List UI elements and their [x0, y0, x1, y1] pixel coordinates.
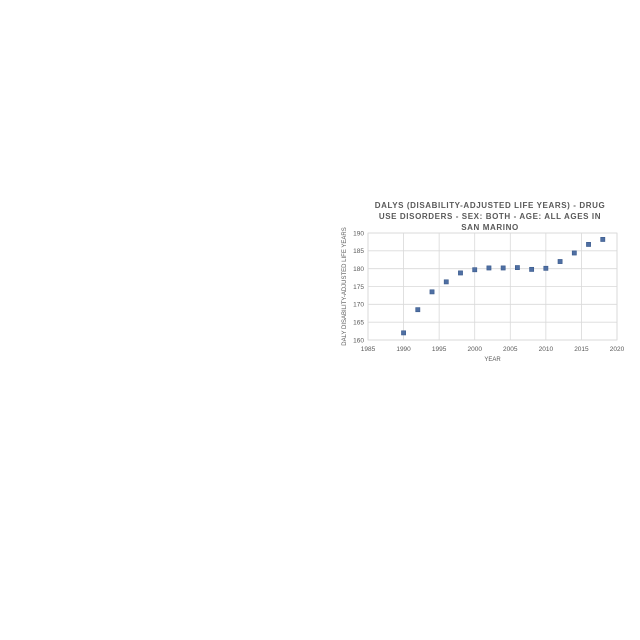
data-points — [401, 237, 606, 336]
grid — [367, 232, 618, 341]
x-tick-label: 2005 — [503, 346, 518, 353]
y-tick-label: 180 — [353, 266, 364, 273]
x-tick-label: 1995 — [432, 346, 447, 353]
data-point — [472, 267, 478, 273]
data-point — [401, 330, 406, 336]
x-tick-label: 1990 — [396, 346, 411, 353]
data-point — [500, 265, 506, 271]
y-axis-tick-labels: 160 165 170 175 180 185 190 — [353, 230, 364, 344]
data-point — [429, 289, 435, 295]
data-point — [514, 265, 520, 270]
y-axis-title: DALY DISABILITY-ADJUSTED LIFE YEARS — [342, 227, 348, 346]
y-tick-label: 165 — [353, 319, 364, 326]
y-tick-label: 190 — [353, 230, 364, 237]
data-point — [486, 265, 492, 271]
data-point — [600, 237, 606, 242]
data-point — [543, 265, 549, 271]
data-point — [443, 279, 449, 285]
y-tick-label: 170 — [353, 302, 364, 309]
x-tick-label: 2010 — [539, 346, 554, 353]
data-point — [586, 242, 591, 247]
x-tick-label: 2015 — [574, 346, 589, 353]
data-point — [557, 259, 563, 264]
x-axis-title: YEAR — [484, 357, 501, 363]
data-point — [415, 307, 421, 313]
x-tick-label: 2000 — [467, 346, 482, 353]
data-point — [571, 250, 577, 256]
x-tick-label: 2020 — [610, 346, 625, 353]
x-axis-tick-labels: 1985 1990 1995 2000 2005 2010 2015 2020 — [361, 346, 625, 353]
y-tick-label: 160 — [353, 337, 364, 344]
data-point — [458, 270, 463, 276]
chart-title: DALYS (DISABILITY-ADJUSTED LIFE YEARS) -… — [374, 201, 606, 232]
y-tick-label: 175 — [353, 284, 364, 291]
y-tick-label: 185 — [353, 248, 364, 255]
plot-area-border — [367, 232, 618, 341]
data-point — [529, 266, 535, 272]
x-tick-label: 1985 — [361, 346, 376, 353]
